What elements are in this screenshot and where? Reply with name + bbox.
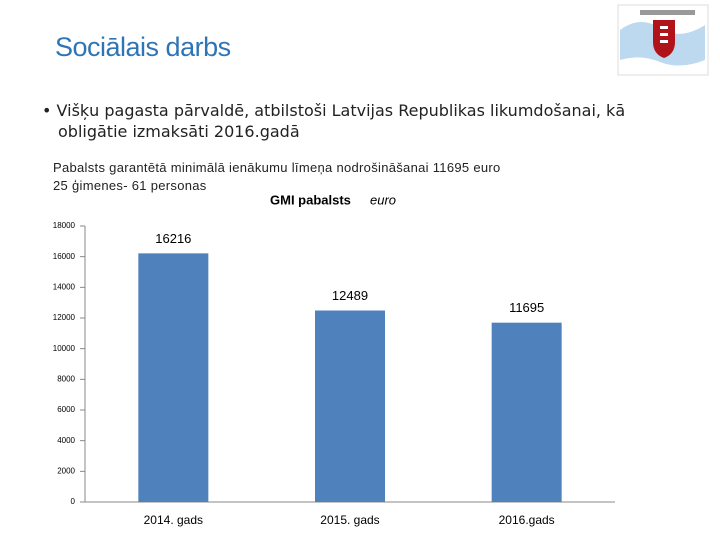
y-tick-label: 4000 — [57, 436, 75, 445]
y-tick-label: 10000 — [53, 344, 76, 353]
data-label: 11695 — [509, 300, 544, 315]
bullet-text: • Višķu pagasta pārvaldē, atbilstoši Lat… — [42, 101, 626, 141]
bar — [491, 322, 562, 502]
y-tick-label: 2000 — [57, 466, 75, 475]
slide-title: Sociālais darbs — [55, 32, 231, 62]
y-tick-label: 12000 — [53, 313, 76, 322]
data-label: 12489 — [332, 288, 368, 303]
x-tick-label: 2014. gads — [144, 513, 203, 527]
y-tick-label: 14000 — [53, 282, 76, 291]
y-tick-label: 16000 — [53, 252, 76, 261]
note: Pabalsts garantētā minimālā ienākumu līm… — [53, 160, 501, 175]
x-tick-label: 2015. gads — [320, 513, 379, 527]
chart-title: GMI pabalsts — [270, 192, 351, 207]
bar — [315, 310, 385, 502]
data-label: 16216 — [155, 231, 191, 246]
y-tick-label: 18000 — [53, 221, 76, 230]
bar — [138, 253, 209, 502]
y-tick-label: 6000 — [57, 405, 75, 414]
x-tick-label: 2016.gads — [499, 513, 555, 527]
y-tick-label: 8000 — [57, 374, 75, 383]
chart-title-unit: euro — [370, 192, 396, 207]
y-tick-label: 0 — [71, 497, 76, 506]
note: 25 ģimenes- 61 personas — [53, 178, 207, 193]
bullet-span: Višķu pagasta pārvaldē, atbilstoši Latvi… — [56, 101, 626, 141]
logo — [617, 4, 709, 76]
